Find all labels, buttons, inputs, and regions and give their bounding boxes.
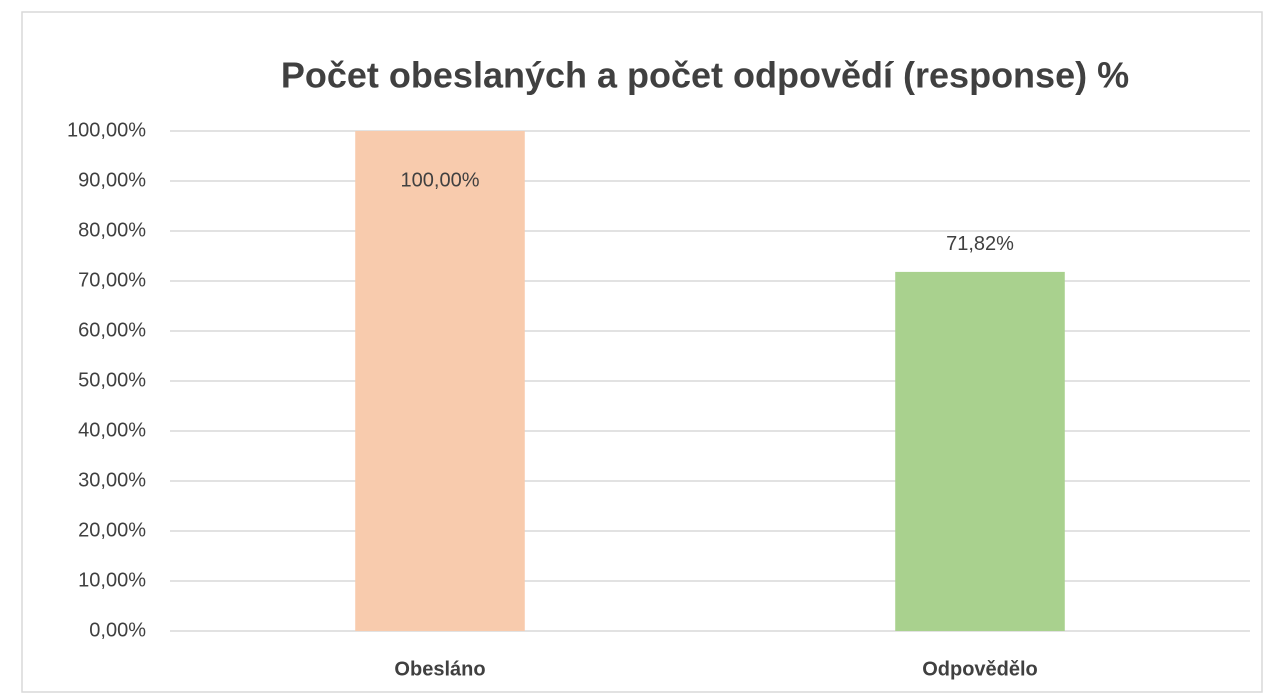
chart-title: Počet obeslaných a počet odpovědí (respo… — [281, 55, 1129, 96]
y-tick-label: 70,00% — [78, 269, 146, 291]
x-tick-label: Obesláno — [394, 658, 485, 680]
bar — [355, 131, 525, 631]
y-tick-label: 60,00% — [78, 319, 146, 341]
y-tick-label: 30,00% — [78, 469, 146, 491]
y-tick-label: 90,00% — [78, 169, 146, 191]
x-tick-label: Odpovědělo — [922, 658, 1038, 680]
y-tick-label: 10,00% — [78, 569, 146, 591]
chart-frame — [21, 11, 1263, 693]
data-label: 100,00% — [401, 169, 480, 191]
y-tick-label: 0,00% — [89, 619, 146, 641]
data-label: 71,82% — [946, 233, 1014, 255]
y-tick-label: 100,00% — [67, 119, 146, 141]
y-tick-label: 80,00% — [78, 219, 146, 241]
y-tick-label: 40,00% — [78, 419, 146, 441]
y-tick-label: 50,00% — [78, 369, 146, 391]
bar — [895, 271, 1065, 631]
y-tick-label: 20,00% — [78, 519, 146, 541]
